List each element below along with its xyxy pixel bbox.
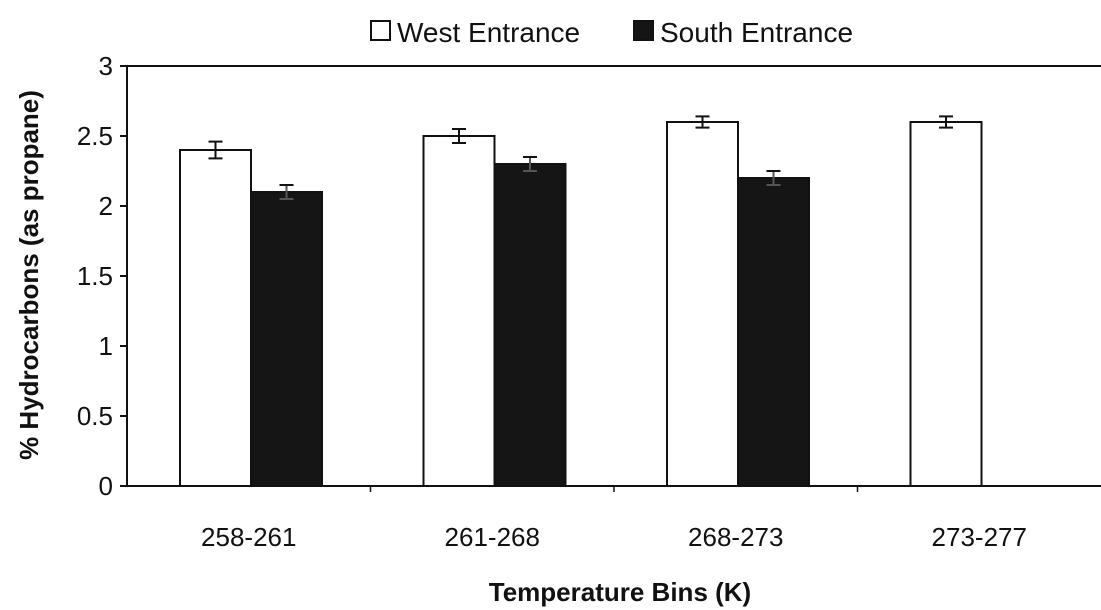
bar-west <box>666 121 739 487</box>
y-tick-label: 1 <box>99 331 113 361</box>
bar-south <box>250 191 323 487</box>
plot-area: 0 0.5 1 1.5 2 2.5 3 258-261 261-268 268-273 273-27… <box>77 51 1101 552</box>
y-axis-title: % Hydrocarbons (as propane) <box>14 90 44 460</box>
legend-label-west: West Entrance <box>397 17 580 48</box>
legend-swatch-west <box>370 20 391 41</box>
bar-south <box>737 177 810 487</box>
x-tick-label: 261-268 <box>445 522 540 552</box>
y-tick-label: 1.5 <box>77 261 113 291</box>
legend-label-south: South Entrance <box>660 17 853 48</box>
x-tick-label: 258-261 <box>201 522 296 552</box>
y-tick-label: 2 <box>99 191 113 221</box>
x-axis-title: Temperature Bins (K) <box>489 577 751 607</box>
legend: West Entrance South Entrance <box>370 17 853 48</box>
bar-west <box>909 121 983 487</box>
y-tick-label: 0.5 <box>77 401 113 431</box>
bar-south <box>493 163 567 487</box>
x-tick-label: 273-277 <box>932 522 1027 552</box>
legend-swatch-south <box>633 20 654 41</box>
bar-west <box>179 149 252 487</box>
x-tick-label: 268-273 <box>688 522 783 552</box>
bar-west <box>422 135 496 487</box>
y-tick-label: 3 <box>99 51 113 81</box>
y-tick-label: 0 <box>99 471 113 501</box>
y-tick-label: 2.5 <box>77 121 113 151</box>
